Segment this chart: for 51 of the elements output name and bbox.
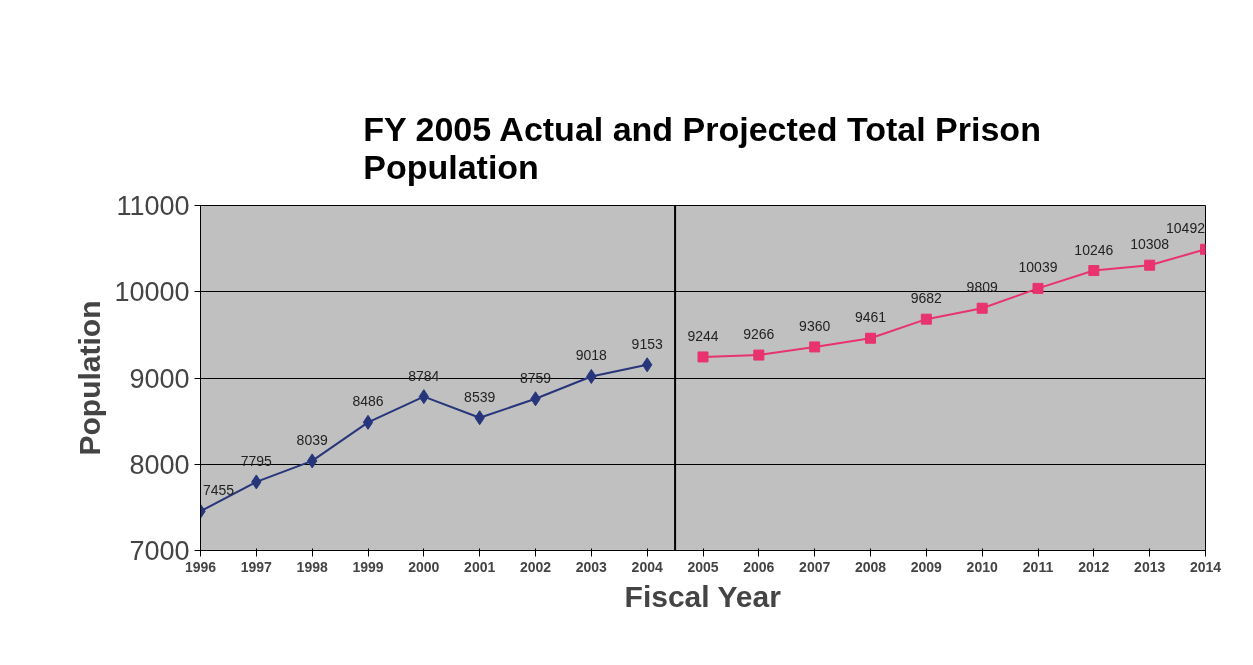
y-axis-title: Population [73, 300, 107, 456]
x-tick-label: 2006 [743, 558, 775, 575]
point [809, 341, 821, 353]
data-label: 8039 [296, 431, 328, 448]
point [1032, 282, 1044, 294]
y-tick-label: 11000 [116, 191, 190, 221]
point [920, 313, 932, 325]
x-tick-label: 2007 [799, 558, 831, 575]
y-tick-label: 9000 [129, 363, 190, 394]
x-tick-label: 2011 [1022, 558, 1054, 575]
data-label: 10308 [1130, 236, 1170, 253]
x-tick-label: 2008 [854, 558, 887, 575]
x-tick-label: 1998 [296, 558, 328, 575]
x-tick-label: 2003 [575, 558, 608, 575]
data-label: 10039 [1018, 259, 1058, 276]
data-label: 9244 [687, 327, 719, 344]
data-label: 10492 [1166, 220, 1206, 237]
x-tick-label: 2002 [519, 558, 552, 575]
data-label: 8486 [352, 393, 384, 410]
data-label: 9018 [575, 347, 608, 364]
data-label: 8539 [464, 388, 496, 405]
y-tick-label: 8000 [129, 449, 190, 480]
x-tick-label: 2004 [631, 558, 663, 575]
y-tick-label: 10000 [114, 277, 190, 308]
point [1144, 259, 1156, 271]
x-tick-label: 2012 [1078, 558, 1110, 575]
data-label: 9360 [799, 317, 831, 334]
data-label: 9266 [743, 326, 775, 343]
point [865, 332, 876, 344]
point [976, 302, 988, 314]
x-tick-label: 2001 [464, 558, 496, 575]
point [753, 349, 765, 361]
x-tick-label: 2014 [1189, 558, 1222, 575]
point [1088, 265, 1100, 277]
chart-title: FY 2005 Actual and Projected Total Prison Population [363, 109, 1041, 186]
point [697, 351, 709, 363]
x-tick-label: 2009 [910, 558, 943, 575]
x-axis-title: Fiscal Year [624, 579, 782, 613]
x-tick-label: 1997 [240, 558, 273, 575]
data-label: 9461 [854, 309, 887, 326]
data-label: 9682 [910, 290, 943, 307]
x-tick-label: 1999 [352, 558, 384, 575]
data-label: 9153 [631, 335, 663, 352]
data-label: 7455 [202, 482, 235, 499]
x-tick-label: 2013 [1134, 558, 1166, 575]
point [362, 414, 374, 430]
data-label: 9809 [966, 279, 998, 296]
x-tick-label: 2000 [408, 558, 440, 575]
data-label: 10246 [1074, 241, 1114, 258]
x-tick-label: 2005 [687, 558, 719, 575]
x-tick-label: 2010 [966, 558, 998, 575]
